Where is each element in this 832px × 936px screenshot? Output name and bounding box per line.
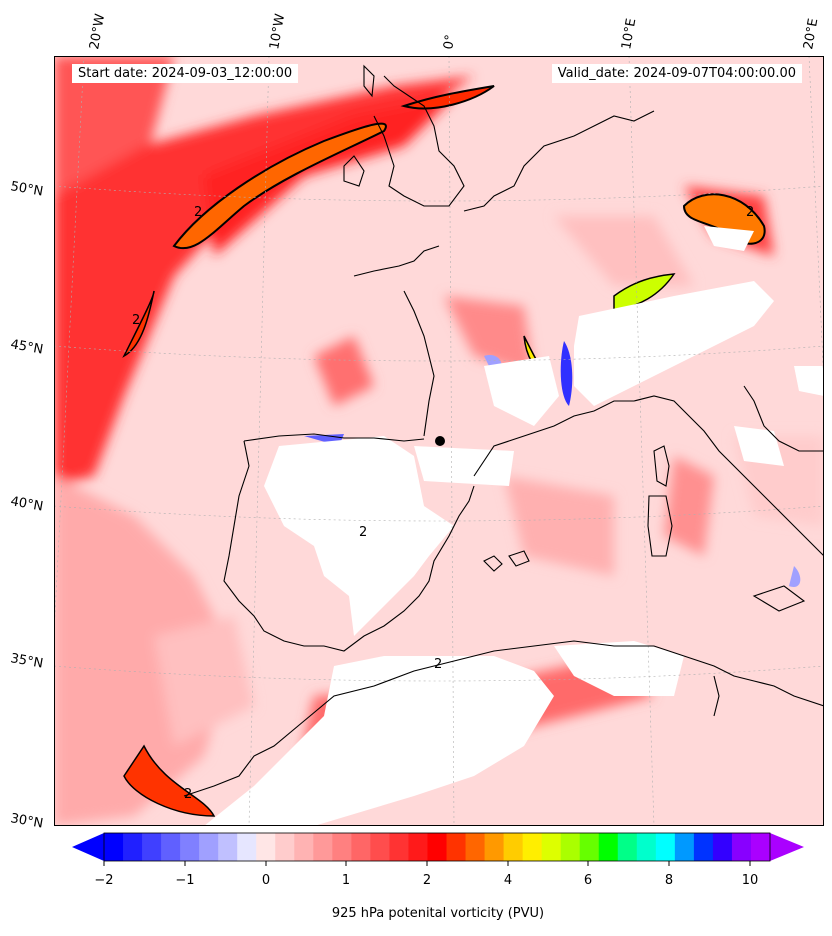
colorbar-cell — [351, 833, 371, 861]
colorbar-tick-label: 0 — [262, 873, 270, 888]
contour-label: 2 — [746, 205, 754, 220]
colorbar-cell — [579, 833, 600, 861]
contour-label: 2 — [194, 205, 202, 220]
map-panel: 2 2 2 2 2 2 — [43, 55, 832, 842]
colorbar-cell — [313, 833, 333, 861]
lon-label-0: 0° — [441, 34, 458, 51]
colorbar-outline — [103, 832, 771, 862]
colorbar-cell — [218, 833, 238, 861]
colorbar-cell — [693, 833, 714, 861]
lon-label-10e: 10°E — [619, 17, 639, 50]
valid-date-label: Valid_date: 2024-09-07T04:00:00.00 — [551, 64, 802, 83]
contour-label: 2 — [132, 313, 140, 328]
lat-label-40n: 40°N — [9, 494, 44, 514]
colorbar-cell — [389, 833, 409, 861]
colorbar-under-arrow — [72, 833, 104, 861]
lon-label-20e: 20°E — [801, 17, 821, 50]
colorbar-cell — [617, 833, 638, 861]
colorbar: −2 −1 0 1 2 4 6 8 10 — [72, 832, 804, 888]
colorbar-cell — [446, 833, 467, 861]
colorbar-cell — [408, 833, 428, 861]
colorbar-cell — [731, 833, 752, 861]
lon-label-10w: 10°W — [267, 13, 288, 51]
colorbar-cell — [674, 833, 695, 861]
colorbar-cell — [750, 833, 771, 861]
colorbar-ticks: −2 −1 0 1 2 4 6 8 10 — [94, 861, 758, 888]
colorbar-tick-label: −2 — [94, 873, 113, 888]
colorbar-tick-label: 10 — [742, 873, 759, 888]
colorbar-cell — [598, 833, 619, 861]
colorbar-cells — [104, 833, 771, 861]
colorbar-cell — [256, 833, 276, 861]
colorbar-cell — [180, 833, 200, 861]
colorbar-tick-label: 8 — [665, 873, 673, 888]
contour-label: 2 — [359, 525, 367, 540]
colorbar-cell — [655, 833, 676, 861]
colorbar-cell — [712, 833, 733, 861]
start-date-label: Start date: 2024-09-03_12:00:00 — [72, 64, 299, 83]
colorbar-tick-label: 2 — [423, 873, 431, 888]
colorbar-tick-label: 6 — [584, 873, 592, 888]
colorbar-cell — [541, 833, 562, 861]
colorbar-cell — [370, 833, 390, 861]
colorbar-tick-label: 1 — [342, 873, 350, 888]
colorbar-over-arrow — [770, 833, 804, 861]
colorbar-cell — [237, 833, 257, 861]
contour-labels: 2 2 2 2 2 2 — [132, 205, 754, 802]
colorbar-cell — [123, 833, 143, 861]
colorbar-cell — [560, 833, 581, 861]
lat-label-50n: 50°N — [9, 179, 44, 199]
colorbar-cell — [104, 833, 124, 861]
colorbar-cell — [275, 833, 295, 861]
colorbar-cell — [465, 833, 486, 861]
colorbar-cell — [199, 833, 219, 861]
colorbar-cell — [294, 833, 314, 861]
pv-field — [54, 56, 824, 826]
marker-dot — [435, 436, 445, 446]
colorbar-cell — [427, 833, 448, 861]
coastlines — [183, 64, 825, 797]
colorbar-tick-label: −1 — [175, 873, 194, 888]
colorbar-cell — [503, 833, 524, 861]
contour-label: 2 — [434, 657, 442, 672]
pv-map: 2 2 2 2 2 2 — [43, 55, 832, 842]
colorbar-cell — [636, 833, 657, 861]
colorbar-title: 925 hPa potenital vorticity (PVU) — [331, 906, 545, 921]
colorbar-cell — [522, 833, 543, 861]
contour-label: 2 — [184, 787, 192, 802]
colorbar-cell — [332, 833, 352, 861]
map-border — [54, 56, 824, 826]
colorbar-cell — [142, 833, 162, 861]
lon-label-20w: 20°W — [87, 13, 108, 51]
colorbar-cell — [161, 833, 181, 861]
colorbar-cell — [484, 833, 505, 861]
colorbar-tick-label: 4 — [504, 873, 512, 888]
lat-label-45n: 45°N — [9, 337, 44, 357]
masked-terrain — [204, 226, 824, 826]
lat-label-35n: 35°N — [9, 651, 44, 671]
